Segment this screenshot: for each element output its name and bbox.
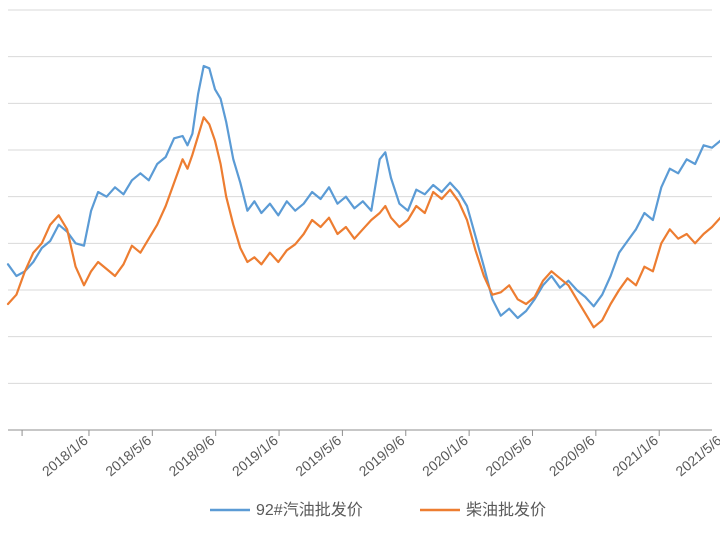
x-tick-label: 2019/1/6 (229, 432, 281, 479)
x-tick-label: 2020/9/6 (546, 432, 598, 479)
x-tick-label: 2019/9/6 (356, 432, 408, 479)
legend-label: 柴油批发价 (466, 501, 546, 519)
x-tick-label: 2021/1/6 (609, 432, 661, 479)
x-tick-label: 2018/5/6 (102, 432, 154, 479)
legend-label: 92#汽油批发价 (256, 501, 363, 519)
x-tick-label: 2020/1/6 (419, 432, 471, 479)
x-tick-label: 2020/5/6 (482, 432, 534, 479)
x-tick-label: 2018/9/6 (166, 432, 218, 479)
x-tick-label: 2021/5/6 (672, 432, 720, 479)
x-tick-label: 2018/1/6 (39, 432, 91, 479)
line-chart: 2018/1/62018/5/6 2018/9/62019/1/62019/5/6… (0, 0, 720, 540)
chart-svg: 2018/1/62018/5/6 2018/9/62019/1/62019/5/6… (0, 0, 720, 540)
x-tick-label: 2019/5/6 (292, 432, 344, 479)
